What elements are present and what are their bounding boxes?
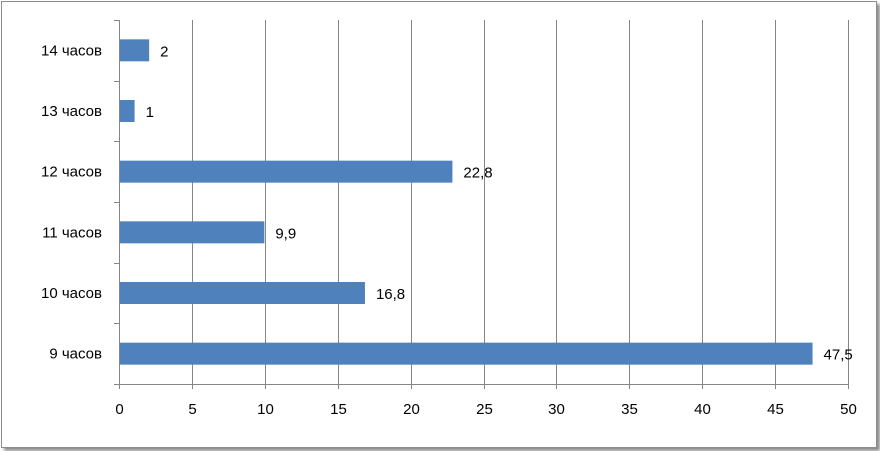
x-tick-label: 15 bbox=[330, 401, 347, 418]
axes bbox=[114, 20, 849, 389]
x-tick-label: 5 bbox=[188, 401, 196, 418]
labels: 0 5 10 15 20 25 30 35 40 45 50 9 часов 47,5 10 часов 1… bbox=[41, 42, 857, 418]
x-tick-label: 10 bbox=[257, 401, 274, 418]
data-label: 2 bbox=[160, 43, 168, 60]
bar bbox=[120, 282, 365, 304]
bar bbox=[120, 100, 135, 122]
bars bbox=[120, 39, 813, 365]
x-tick-label: 50 bbox=[840, 401, 857, 418]
bar bbox=[120, 160, 453, 183]
x-tick-label: 40 bbox=[694, 401, 711, 418]
data-label: 47,5 bbox=[824, 347, 853, 364]
data-label: 16,8 bbox=[376, 286, 405, 303]
x-tick-label: 25 bbox=[476, 401, 493, 418]
x-tick-label: 0 bbox=[115, 401, 123, 418]
category-label: 12 часов bbox=[41, 164, 102, 181]
category-label: 14 часов bbox=[41, 42, 102, 59]
category-label: 10 часов bbox=[41, 285, 102, 302]
x-tick-label: 30 bbox=[548, 401, 565, 418]
x-tick-label: 45 bbox=[767, 401, 784, 418]
data-label: 1 bbox=[146, 104, 154, 121]
x-tick-label: 35 bbox=[621, 401, 638, 418]
bar bbox=[120, 221, 265, 244]
gridlines bbox=[192, 20, 849, 384]
x-tick-label: 20 bbox=[403, 401, 420, 418]
category-label: 13 часов bbox=[41, 103, 102, 120]
bar-chart: 0 5 10 15 20 25 30 35 40 45 50 9 часов 47,5 10 часов 1… bbox=[41, 20, 857, 418]
data-label: 9,9 bbox=[275, 225, 296, 242]
category-label: 9 часов bbox=[49, 346, 102, 363]
bar bbox=[120, 39, 150, 62]
data-label: 22,8 bbox=[463, 165, 492, 182]
category-label: 11 часов bbox=[42, 224, 102, 241]
bar bbox=[120, 342, 813, 365]
